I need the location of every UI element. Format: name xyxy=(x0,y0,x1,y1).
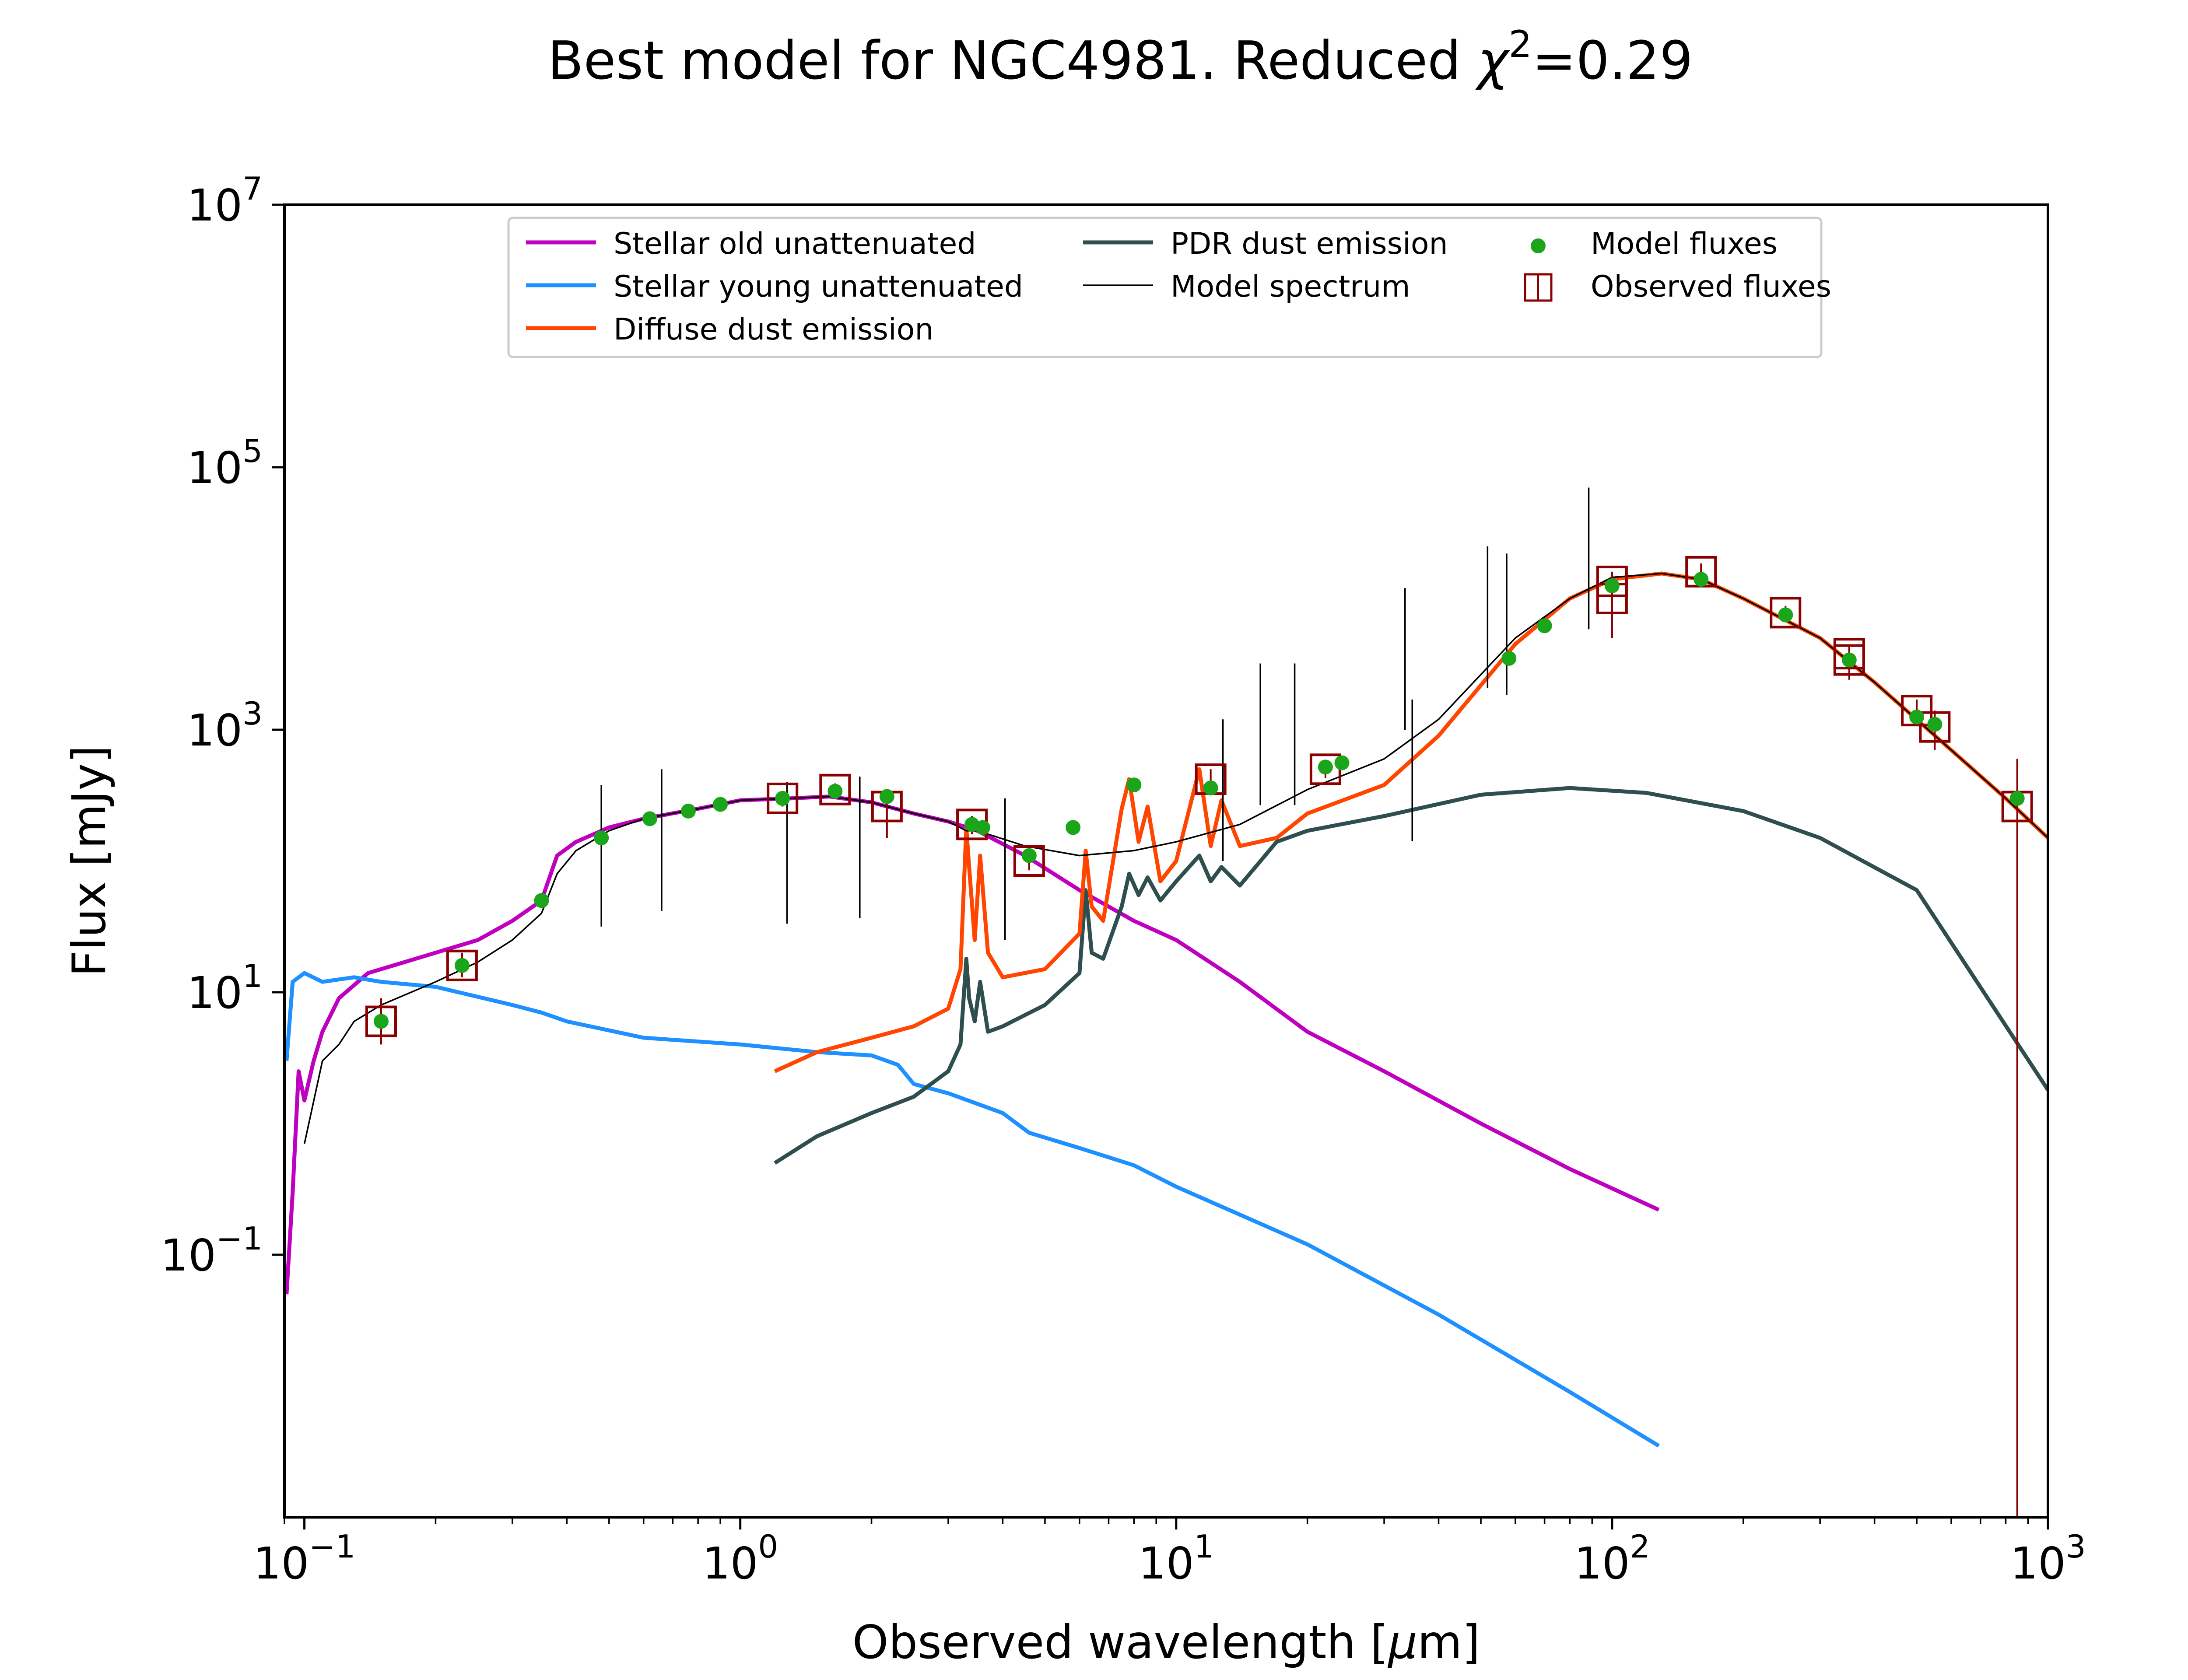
model-flux-point xyxy=(2009,791,2025,806)
legend-item-diffuse-dust-emission: Diffuse dust emission xyxy=(526,312,933,347)
legend-item-stellar-young-unattenuated: Stellar young unattenuated xyxy=(526,270,1023,304)
legend-item-observed-fluxes: Observed fluxes xyxy=(1524,270,1831,304)
y-tick-label: 10−1 xyxy=(161,1220,263,1281)
model-flux-point xyxy=(1909,709,1925,724)
x-tick-label: 103 xyxy=(2010,1528,2086,1589)
model-flux-point xyxy=(713,797,728,812)
y-tick-label: 101 xyxy=(187,958,263,1018)
model-flux-point xyxy=(594,830,609,846)
x-tick-label: 101 xyxy=(1138,1528,1214,1589)
series-pdr-dust-emission xyxy=(774,786,2048,1165)
observed-flux-marker xyxy=(819,774,851,805)
model-flux-point xyxy=(879,789,894,804)
model-flux-point xyxy=(1318,760,1333,775)
model-flux-point xyxy=(775,791,790,806)
model-flux-point xyxy=(1694,572,1709,587)
title-chi-exp: 2 xyxy=(1509,23,1532,66)
model-flux-point xyxy=(1203,780,1218,796)
legend: Stellar old unattenuated Stellar young un… xyxy=(507,217,1831,358)
legend-label: Model spectrum xyxy=(1171,270,1410,304)
model-flux-point xyxy=(373,1014,389,1029)
model-flux-point xyxy=(1841,652,1857,668)
axes-frame xyxy=(283,203,2049,1519)
title-value: =0.29 xyxy=(1532,31,1693,91)
legend-item-stellar-old-unattenuated: Stellar old unattenuated xyxy=(526,227,976,261)
x-tick-label: 100 xyxy=(702,1528,778,1589)
model-flux-point xyxy=(1927,717,1943,732)
title-chi: χ xyxy=(1475,31,1511,91)
y-tick-label: 107 xyxy=(187,170,263,231)
legend-label: Model fluxes xyxy=(1591,227,1778,261)
model-flux-point xyxy=(1126,777,1142,793)
chart-title: Best model for NGC4981. Reduced χ2=0.29 xyxy=(547,23,1693,91)
model-flux-point xyxy=(534,893,549,908)
legend-label: Observed fluxes xyxy=(1591,270,1831,304)
observed-flux-marker xyxy=(365,1005,397,1037)
observed-flux-marker xyxy=(446,949,478,981)
observed-flux-marker xyxy=(1013,845,1045,877)
model-flux-point xyxy=(454,958,470,973)
model-flux-point xyxy=(1334,755,1350,770)
x-tick-label: 102 xyxy=(1574,1528,1650,1589)
model-flux-point xyxy=(1604,578,1620,593)
legend-label: Diffuse dust emission xyxy=(614,312,933,347)
model-flux-point xyxy=(680,803,696,819)
model-flux-point xyxy=(1021,848,1037,863)
observed-flux-marker xyxy=(1919,711,1951,743)
legend-label: Stellar old unattenuated xyxy=(614,227,976,261)
legend-label: PDR dust emission xyxy=(1171,227,1448,261)
observed-flux-marker xyxy=(1901,695,1933,727)
model-flux-point xyxy=(642,811,657,826)
series-stellar-young-unattenuated xyxy=(284,971,1660,1448)
model-flux-point xyxy=(828,784,843,799)
legend-item-model-spectrum: Model spectrum xyxy=(1083,270,1410,304)
y-axis-label: Flux [mJy] xyxy=(63,746,116,977)
legend-label: Stellar young unattenuated xyxy=(614,270,1023,304)
title-text: Best model for NGC4981. Reduced xyxy=(547,31,1477,91)
y-tick-label: 105 xyxy=(187,433,263,494)
observed-flux-marker xyxy=(1770,597,1802,629)
plot-area xyxy=(284,487,2048,1517)
model-flux-point xyxy=(1537,618,1552,634)
model-flux-point xyxy=(1501,651,1517,666)
series-model-spectrum xyxy=(303,573,2048,1144)
legend-item-model-fluxes: Model fluxes xyxy=(1531,227,1778,261)
series-stellar-old-unattenuated xyxy=(284,794,1660,1295)
observed-flux-marker xyxy=(767,782,799,814)
legend-dot-swatch xyxy=(1531,238,1546,253)
x-tick-label: 10−1 xyxy=(253,1528,355,1589)
legend-box xyxy=(507,217,1823,358)
observed-flux-marker xyxy=(1833,644,1865,676)
axis-ticks: 10−1 100 101 102 103 10−1 101 103 105 107 xyxy=(161,170,2086,1589)
model-flux-point xyxy=(1778,607,1793,623)
y-tick-label: 103 xyxy=(187,695,263,756)
x-axis-label: Observed wavelength [μm] xyxy=(852,1616,1480,1669)
legend-item-pdr-dust-emission: PDR dust emission xyxy=(1083,227,1448,261)
model-flux-point xyxy=(975,820,990,835)
model-flux-point xyxy=(1066,820,1081,835)
